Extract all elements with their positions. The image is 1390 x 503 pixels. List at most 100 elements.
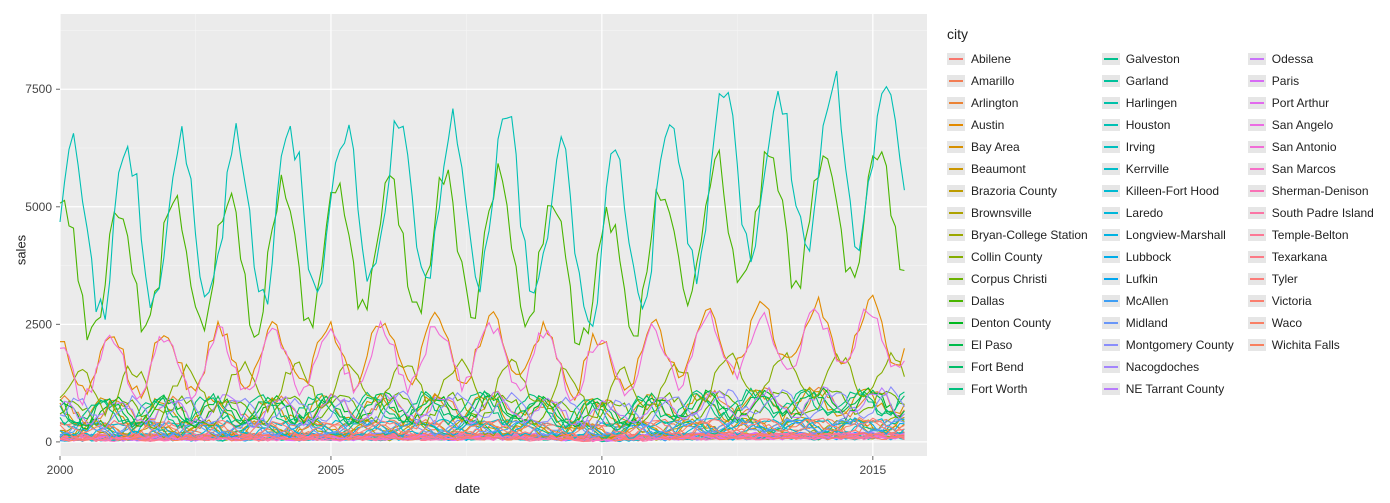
legend-swatch xyxy=(947,141,965,153)
legend-item[interactable]: Laredo xyxy=(1102,206,1234,220)
legend-item[interactable]: San Antonio xyxy=(1248,140,1374,154)
legend-item[interactable]: San Marcos xyxy=(1248,162,1374,176)
legend-item[interactable]: Dallas xyxy=(947,294,1088,308)
legend-swatch xyxy=(1248,339,1266,351)
legend-item[interactable]: Victoria xyxy=(1248,294,1374,308)
legend-swatch xyxy=(1248,119,1266,131)
legend-label: Abilene xyxy=(971,52,1011,66)
legend-label: Dallas xyxy=(971,294,1004,308)
legend-swatch xyxy=(947,119,965,131)
legend-label: San Marcos xyxy=(1272,162,1336,176)
legend-item[interactable]: Odessa xyxy=(1248,52,1374,66)
legend-item[interactable]: Collin County xyxy=(947,250,1088,264)
legend-line-icon xyxy=(1250,278,1264,280)
legend-swatch xyxy=(1102,295,1120,307)
legend-label: Houston xyxy=(1126,118,1171,132)
legend-label: Waco xyxy=(1272,316,1302,330)
legend-label: Garland xyxy=(1126,74,1169,88)
legend-item[interactable]: Temple-Belton xyxy=(1248,228,1374,242)
legend-label: Texarkana xyxy=(1272,250,1327,264)
legend-swatch xyxy=(1248,141,1266,153)
legend-label: Wichita Falls xyxy=(1272,338,1340,352)
legend-label: Arlington xyxy=(971,96,1018,110)
legend-item[interactable]: South Padre Island xyxy=(1248,206,1374,220)
legend-item[interactable]: Sherman-Denison xyxy=(1248,184,1374,198)
legend-line-icon xyxy=(1104,190,1118,192)
legend-label: Fort Worth xyxy=(971,382,1027,396)
legend-line-icon xyxy=(1250,80,1264,82)
legend-item[interactable]: El Paso xyxy=(947,338,1088,352)
legend-item[interactable]: San Angelo xyxy=(1248,118,1374,132)
legend-item[interactable]: Abilene xyxy=(947,52,1088,66)
legend-item[interactable]: McAllen xyxy=(1102,294,1234,308)
legend-item[interactable]: Midland xyxy=(1102,316,1234,330)
x-tick-label: 2005 xyxy=(318,463,345,477)
legend-item[interactable]: Arlington xyxy=(947,96,1088,110)
legend-label: Temple-Belton xyxy=(1272,228,1349,242)
legend-swatch xyxy=(1102,317,1120,329)
legend-item[interactable]: Lufkin xyxy=(1102,272,1234,286)
legend-item[interactable]: Fort Worth xyxy=(947,382,1088,396)
legend-swatch xyxy=(947,383,965,395)
legend-label: Paris xyxy=(1272,74,1299,88)
legend-item[interactable]: Fort Bend xyxy=(947,360,1088,374)
legend-item[interactable]: Galveston xyxy=(1102,52,1234,66)
y-tick-label: 0 xyxy=(45,435,52,449)
legend-label: San Angelo xyxy=(1272,118,1333,132)
legend-item[interactable]: Montgomery County xyxy=(1102,338,1234,352)
legend-label: Midland xyxy=(1126,316,1168,330)
legend-item[interactable]: Bryan-College Station xyxy=(947,228,1088,242)
legend-label: Lubbock xyxy=(1126,250,1171,264)
legend-swatch xyxy=(1248,207,1266,219)
legend-item[interactable]: Wichita Falls xyxy=(1248,338,1374,352)
legend-line-icon xyxy=(1250,146,1264,148)
legend-column: Galveston Garland Harlingen Houston Irving Ke… xyxy=(1102,52,1234,396)
legend-line-icon xyxy=(1250,300,1264,302)
legend-item[interactable]: Irving xyxy=(1102,140,1234,154)
legend-swatch xyxy=(947,295,965,307)
legend-item[interactable]: Corpus Christi xyxy=(947,272,1088,286)
legend-item[interactable]: Port Arthur xyxy=(1248,96,1374,110)
legend-item[interactable]: Amarillo xyxy=(947,74,1088,88)
legend-item[interactable]: NE Tarrant County xyxy=(1102,382,1234,396)
legend-swatch xyxy=(1248,295,1266,307)
legend-line-icon xyxy=(949,300,963,302)
legend-item[interactable]: Waco xyxy=(1248,316,1374,330)
legend-item[interactable]: Texarkana xyxy=(1248,250,1374,264)
legend-panel: city AbileneAmarilloArlingtonAustinBay A… xyxy=(935,0,1390,500)
legend-item[interactable]: Harlingen xyxy=(1102,96,1234,110)
legend-item[interactable]: Beaumont xyxy=(947,162,1088,176)
legend-item[interactable]: Bay Area xyxy=(947,140,1088,154)
legend-item[interactable]: Kerrville xyxy=(1102,162,1234,176)
legend-line-icon xyxy=(1250,344,1264,346)
legend-item[interactable]: Austin xyxy=(947,118,1088,132)
legend-item[interactable]: Killeen-Fort Hood xyxy=(1102,184,1234,198)
legend-line-icon xyxy=(1104,388,1118,390)
legend-label: Amarillo xyxy=(971,74,1014,88)
legend-item[interactable]: Houston xyxy=(1102,118,1234,132)
legend-line-icon xyxy=(949,278,963,280)
legend-label: San Antonio xyxy=(1272,140,1337,154)
legend-item[interactable]: Lubbock xyxy=(1102,250,1234,264)
legend-line-icon xyxy=(1104,58,1118,60)
legend-swatch xyxy=(1102,119,1120,131)
legend-item[interactable]: Nacogdoches xyxy=(1102,360,1234,374)
legend-item[interactable]: Tyler xyxy=(1248,272,1374,286)
legend-swatch xyxy=(947,163,965,175)
legend-columns: Abilene Amarillo Arlington Austin Bay Area Be… xyxy=(947,52,1390,396)
plot-background xyxy=(60,14,927,456)
legend-item[interactable]: Paris xyxy=(1248,74,1374,88)
legend-item[interactable]: Brownsville xyxy=(947,206,1088,220)
legend-item[interactable]: Longview-Marshall xyxy=(1102,228,1234,242)
legend-swatch xyxy=(1248,53,1266,65)
legend-item[interactable]: Brazoria County xyxy=(947,184,1088,198)
legend-swatch xyxy=(1102,207,1120,219)
legend-swatch xyxy=(947,75,965,87)
legend-item[interactable]: Garland xyxy=(1102,74,1234,88)
legend-line-icon xyxy=(949,146,963,148)
legend-line-icon xyxy=(1250,322,1264,324)
legend-swatch xyxy=(1102,97,1120,109)
legend-column: Odessa Paris Port Arthur San Angelo San Anto… xyxy=(1248,52,1374,396)
page-root: sales date 02500500075002000200520102015… xyxy=(0,0,1390,500)
legend-item[interactable]: Denton County xyxy=(947,316,1088,330)
